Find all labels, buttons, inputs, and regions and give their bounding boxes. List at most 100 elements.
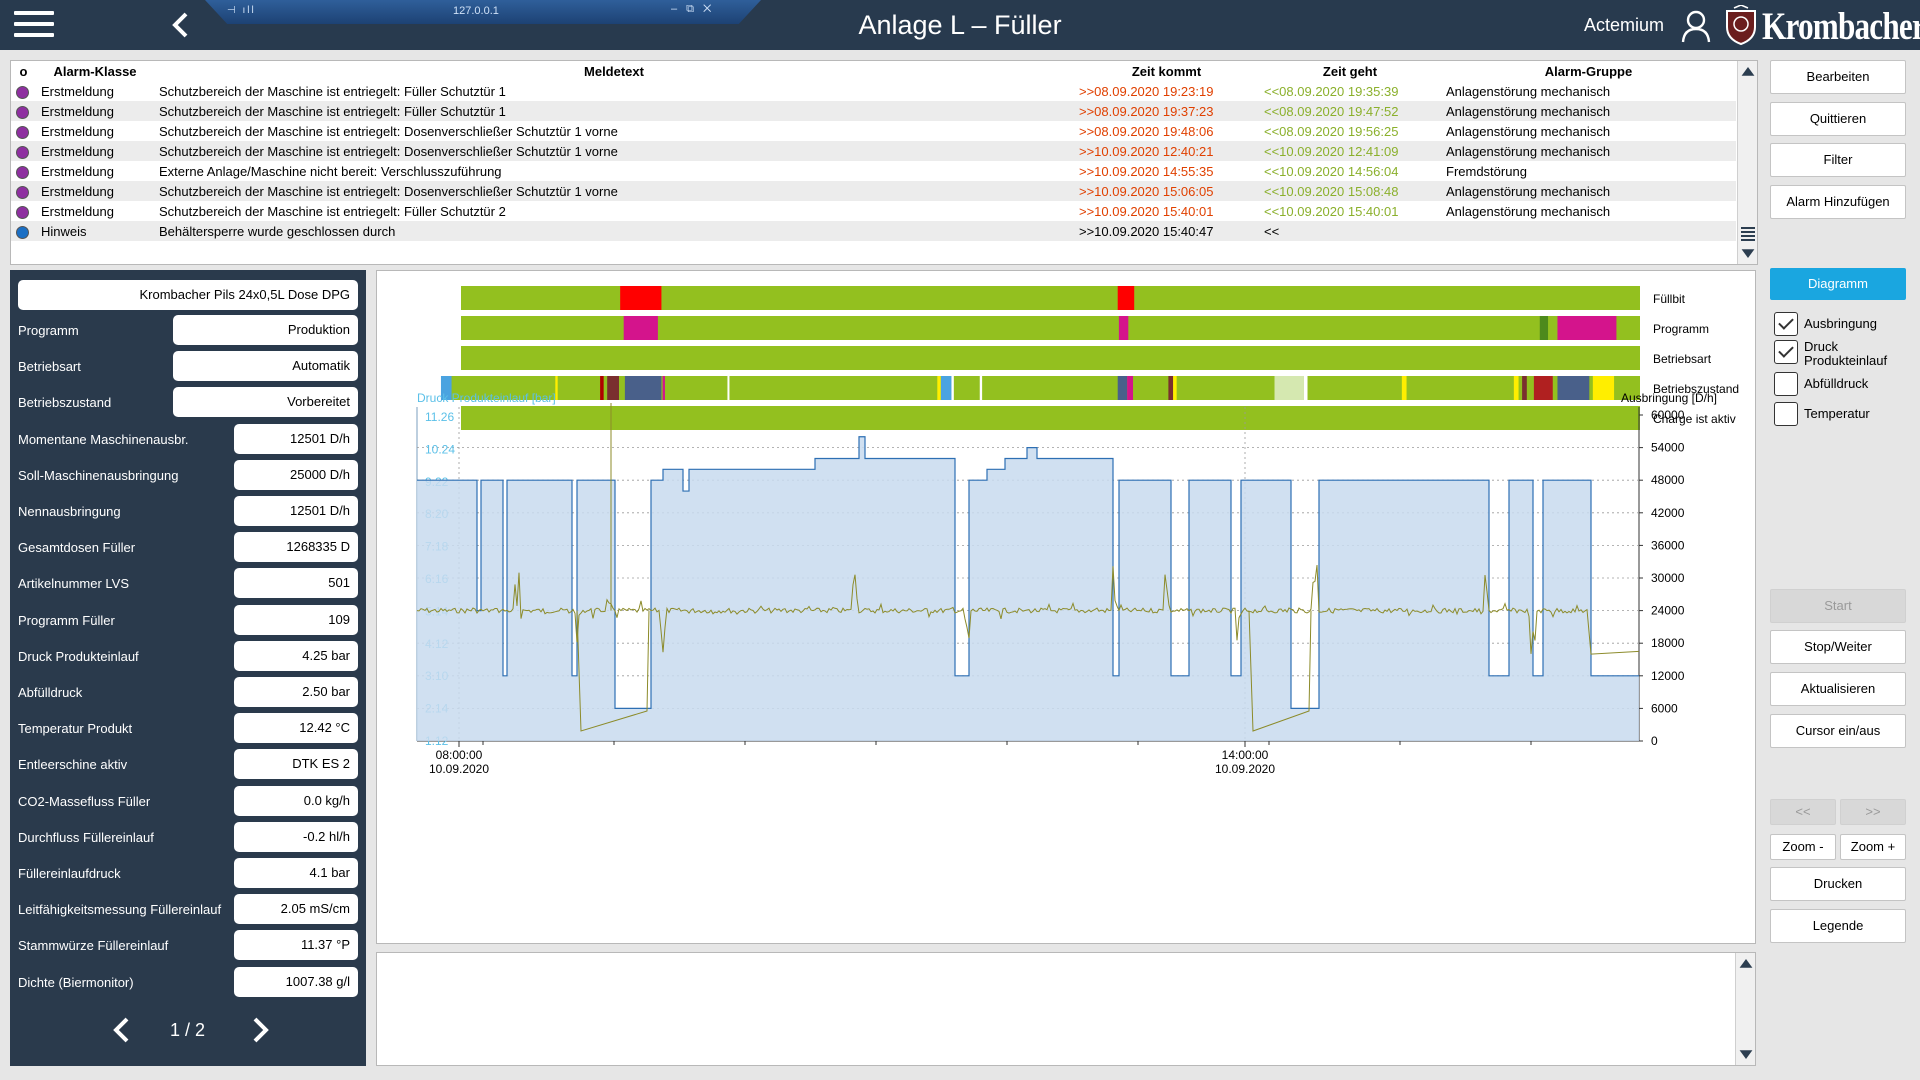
status-bar-label: Betriebszustand	[1653, 382, 1739, 396]
y-right-tick-label: 6000	[1651, 701, 1678, 715]
checkbox-abfuelldruck-label: Abfülldruck	[1804, 376, 1869, 391]
detail-scrollbar[interactable]	[1735, 953, 1755, 1065]
status-segment	[1127, 376, 1134, 400]
alarm-class: Hinweis	[36, 221, 154, 241]
alarm-row[interactable]: Erstmeldung Schutzbereich der Maschine is…	[11, 101, 1736, 121]
acknowledge-button[interactable]: Quittieren	[1770, 102, 1906, 136]
param-value: 109	[234, 604, 358, 635]
diagram-button[interactable]: Diagramm	[1770, 268, 1906, 300]
param-value: 2.05 mS/cm	[234, 894, 358, 925]
start-button[interactable]: Start	[1770, 589, 1906, 623]
param-row: CO2-Massefluss Füller 0.0 kg/h	[18, 785, 358, 816]
status-segment	[600, 376, 604, 400]
param-label: Artikelnummer LVS	[18, 576, 130, 592]
col-header-group[interactable]: Alarm-Gruppe	[1544, 63, 1633, 79]
alarm-row[interactable]: Hinweis Behältersperre wurde geschlossen …	[11, 221, 1736, 241]
param-row: Abfülldruck 2.50 bar	[18, 677, 358, 707]
status-bar-label: Füllbit	[1653, 292, 1686, 306]
user-icon[interactable]	[1680, 9, 1712, 43]
y-left-tick-label: 10.24	[425, 442, 455, 456]
param-label: Betriebsart	[18, 359, 81, 375]
scroll-down-icon[interactable]	[1741, 249, 1755, 258]
param-row: Programm Füller 109	[18, 604, 358, 635]
col-header-class[interactable]: Alarm-Klasse	[53, 63, 137, 79]
add-alarm-button[interactable]: Alarm Hinzufügen	[1770, 185, 1906, 219]
print-button[interactable]: Drucken	[1770, 867, 1906, 901]
alarm-row[interactable]: Erstmeldung Schutzbereich der Maschine is…	[11, 201, 1736, 221]
checkbox-druck-label: Druck Produkteinlauf	[1804, 339, 1888, 368]
status-segment	[1592, 376, 1615, 400]
edit-button[interactable]: Bearbeiten	[1770, 60, 1906, 94]
status-segment	[1118, 316, 1129, 340]
scroll-thumb-icon[interactable]	[1741, 227, 1755, 241]
alarm-row[interactable]: Erstmeldung Schutzbereich der Maschine is…	[11, 81, 1736, 101]
alarm-class: Erstmeldung	[41, 163, 114, 179]
scroll-down-icon[interactable]	[1739, 1050, 1753, 1059]
alarm-class: Erstmeldung	[41, 83, 114, 99]
alarm-scrollbar[interactable]	[1737, 61, 1757, 264]
y-right-tick-label: 48000	[1651, 473, 1685, 487]
status-segment	[1522, 376, 1527, 400]
param-label: Gesamtdosen Füller	[18, 540, 136, 556]
pin-icon[interactable]: ⊣ ıll	[227, 5, 256, 16]
filter-button[interactable]: Filter	[1770, 143, 1906, 177]
alarm-time-come: >>10.09.2020 15:40:47	[1074, 221, 1259, 241]
alarm-row[interactable]: Erstmeldung Schutzbereich der Maschine is…	[11, 181, 1736, 201]
alarm-table-header: o Alarm-Klasse Meldetext Zeit kommt Zeit…	[11, 61, 1736, 81]
zoom-out-button[interactable]: Zoom -	[1770, 834, 1836, 860]
param-label: Dichte (Biermonitor)	[18, 974, 134, 990]
param-label: Durchfluss Füllereinlauf	[18, 829, 154, 845]
param-label: Abfülldruck	[18, 685, 83, 700]
window-controls-icon[interactable]: –⧉✕	[671, 3, 721, 15]
col-header-come[interactable]: Zeit kommt	[1131, 63, 1202, 79]
alarm-state-icon	[16, 165, 29, 179]
col-header-text[interactable]: Meldetext	[584, 63, 644, 79]
zoom-in-button[interactable]: Zoom +	[1840, 834, 1906, 860]
checkbox-abfuelldruck[interactable]: Abfülldruck	[1774, 372, 1914, 398]
scroll-up-icon[interactable]	[1739, 959, 1753, 968]
scroll-forward-button[interactable]: >>	[1840, 799, 1906, 825]
next-page-icon[interactable]	[250, 1016, 272, 1044]
param-label: Stammwürze Füllereinlauf	[18, 938, 169, 954]
alarm-group: Anlagenstörung mechanisch	[1446, 123, 1611, 139]
param-value: Automatik	[173, 351, 358, 382]
remote-session-bar[interactable]: ⊣ ıll 127.0.0.1 –⧉✕	[205, 0, 761, 24]
col-header-state[interactable]: o	[19, 63, 28, 79]
checkbox-druck-box[interactable]	[1774, 340, 1798, 364]
alarm-row[interactable]: Erstmeldung Schutzbereich der Maschine is…	[11, 141, 1736, 161]
alarm-state-cell	[11, 221, 36, 241]
alarm-time-go: <<08.09.2020 19:35:39	[1264, 83, 1399, 99]
param-label: Entleerschine aktiv	[18, 757, 128, 773]
param-row: Dichte (Biermonitor) 1007.38 g/l	[18, 966, 358, 997]
back-arrow-icon[interactable]	[166, 10, 196, 40]
param-label: Soll-Maschinenausbringung	[18, 467, 179, 483]
checkbox-ausbringung[interactable]: Ausbringung	[1774, 312, 1914, 338]
status-segment	[979, 376, 983, 400]
y-right-tick-label: 36000	[1651, 538, 1685, 552]
trend-chart[interactable]: Füllbit Programm Betriebsart Betriebszustan…	[377, 271, 1755, 943]
scroll-back-button[interactable]: <<	[1770, 799, 1836, 825]
previous-page-icon[interactable]	[110, 1016, 132, 1044]
col-header-go[interactable]: Zeit geht	[1322, 63, 1378, 79]
param-row: Artikelnummer LVS 501	[18, 568, 358, 599]
checkbox-temperatur-box[interactable]	[1774, 402, 1798, 426]
cursor-toggle-button[interactable]: Cursor ein/aus	[1770, 714, 1906, 748]
status-bar-2	[461, 346, 1640, 370]
alarm-row[interactable]: Erstmeldung Externe Anlage/Maschine nicht…	[11, 161, 1736, 181]
scroll-up-icon[interactable]	[1741, 67, 1755, 76]
hamburger-menu-icon[interactable]	[14, 11, 54, 39]
param-row: Temperatur Produkt 12.42 °C	[18, 713, 358, 744]
refresh-button[interactable]: Aktualisieren	[1770, 672, 1906, 706]
checkbox-temperatur[interactable]: Temperatur	[1774, 402, 1914, 428]
checkbox-druck[interactable]: Druck Produkteinlauf	[1774, 340, 1914, 370]
status-segment	[940, 376, 952, 400]
legend-button[interactable]: Legende	[1770, 909, 1906, 943]
checkbox-ausbringung-box[interactable]	[1774, 312, 1798, 336]
alarm-state-cell	[11, 141, 36, 161]
checkbox-abfuelldruck-box[interactable]	[1774, 372, 1798, 396]
y-right-axis-title: Ausbringung [D/h]	[1621, 391, 1717, 405]
status-bar-base	[461, 346, 1640, 370]
alarm-row[interactable]: Erstmeldung Schutzbereich der Maschine is…	[11, 121, 1736, 141]
stop-continue-button[interactable]: Stop/Weiter	[1770, 630, 1906, 664]
alarm-group: Anlagenstörung mechanisch	[1446, 203, 1611, 219]
